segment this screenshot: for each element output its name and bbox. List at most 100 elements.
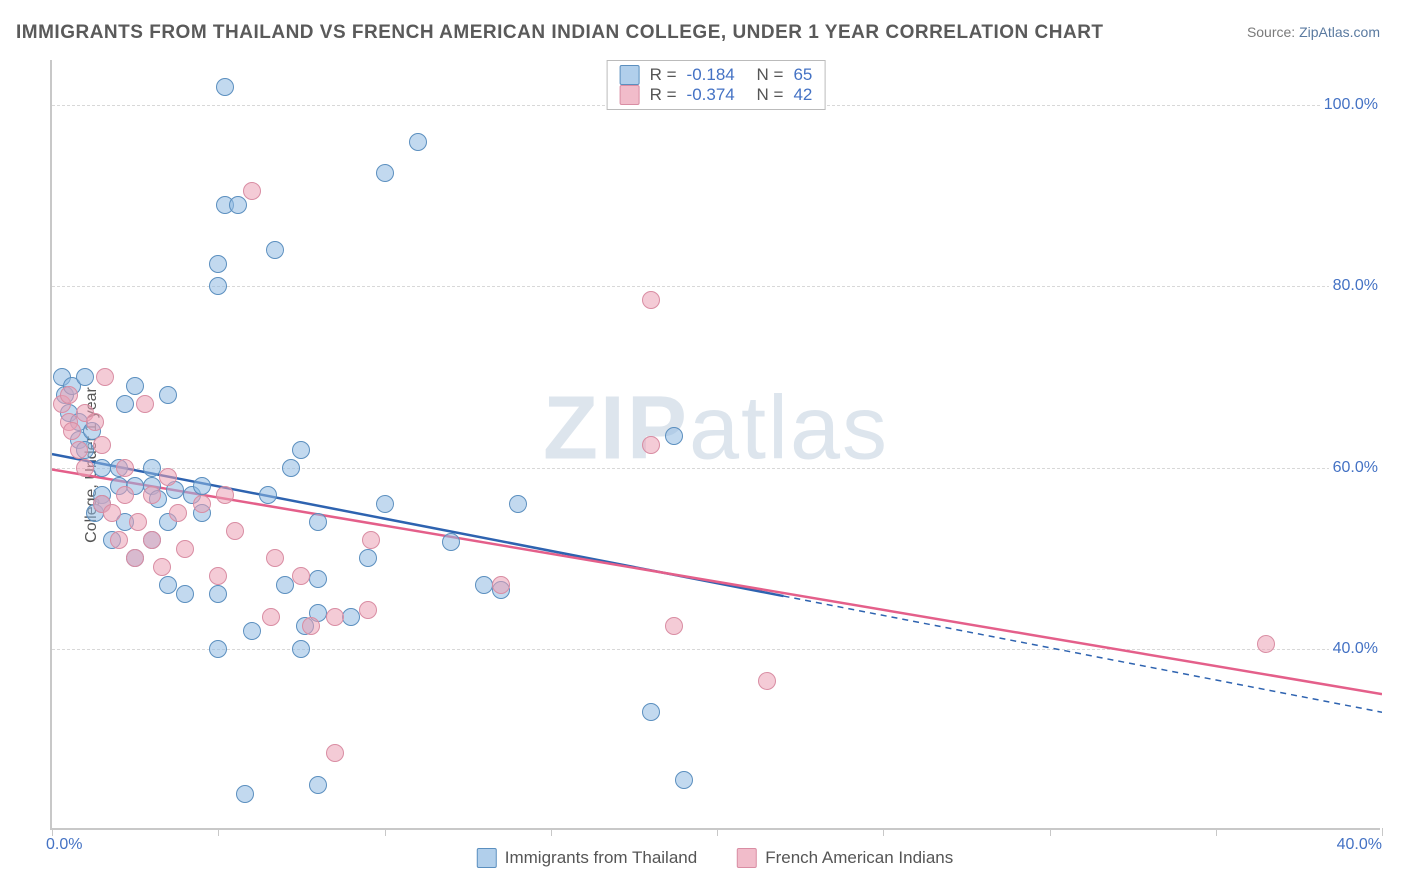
data-point-pink: [642, 436, 660, 454]
data-point-blue: [193, 477, 211, 495]
data-point-pink: [243, 182, 261, 200]
data-point-blue: [143, 459, 161, 477]
legend-n-label: N =: [757, 85, 784, 105]
data-point-blue: [209, 277, 227, 295]
data-point-pink: [176, 540, 194, 558]
data-point-blue: [209, 255, 227, 273]
data-point-pink: [262, 608, 280, 626]
x-tick-mark: [551, 828, 552, 836]
data-point-blue: [176, 585, 194, 603]
x-tick-mark: [1382, 828, 1383, 836]
x-tick-label-max: 40.0%: [1337, 836, 1382, 854]
data-point-pink: [60, 386, 78, 404]
source-attribution: Source: ZipAtlas.com: [1247, 24, 1380, 40]
source-link[interactable]: ZipAtlas.com: [1299, 24, 1380, 40]
data-point-pink: [86, 413, 104, 431]
data-point-blue: [126, 377, 144, 395]
series-legend: Immigrants from Thailand French American …: [477, 848, 953, 868]
data-point-pink: [326, 744, 344, 762]
data-point-pink: [665, 617, 683, 635]
data-point-blue: [116, 395, 134, 413]
x-tick-mark: [1216, 828, 1217, 836]
data-point-pink: [143, 531, 161, 549]
data-point-pink: [359, 601, 377, 619]
data-point-blue: [665, 427, 683, 445]
legend-n-label: N =: [757, 65, 784, 85]
data-point-blue: [675, 771, 693, 789]
data-point-blue: [509, 495, 527, 513]
data-point-blue: [159, 386, 177, 404]
legend-r-label: R =: [650, 85, 677, 105]
data-point-pink: [642, 291, 660, 309]
legend-swatch-blue: [620, 65, 640, 85]
y-tick-label: 60.0%: [1329, 459, 1382, 477]
data-point-blue: [309, 513, 327, 531]
data-point-pink: [226, 522, 244, 540]
data-point-blue: [359, 549, 377, 567]
data-point-pink: [193, 495, 211, 513]
data-point-blue: [276, 576, 294, 594]
data-point-pink: [209, 567, 227, 585]
data-point-pink: [93, 436, 111, 454]
data-point-blue: [292, 640, 310, 658]
data-point-pink: [129, 513, 147, 531]
series-legend-label: Immigrants from Thailand: [505, 848, 697, 868]
data-point-blue: [282, 459, 300, 477]
data-point-pink: [153, 558, 171, 576]
legend-row-blue: R = -0.184 N = 65: [620, 65, 813, 85]
data-point-blue: [209, 585, 227, 603]
data-point-pink: [492, 576, 510, 594]
legend-swatch-blue: [477, 848, 497, 868]
data-point-blue: [76, 368, 94, 386]
data-point-blue: [309, 570, 327, 588]
trend-lines: [52, 60, 1382, 830]
x-tick-mark: [385, 828, 386, 836]
data-point-pink: [326, 608, 344, 626]
x-tick-mark: [883, 828, 884, 836]
data-point-pink: [169, 504, 187, 522]
legend-r-value: -0.184: [687, 65, 747, 85]
data-point-pink: [136, 395, 154, 413]
y-tick-label: 40.0%: [1329, 640, 1382, 658]
legend-swatch-pink: [620, 85, 640, 105]
legend-n-value: 65: [793, 65, 812, 85]
data-point-pink: [70, 441, 88, 459]
data-point-blue: [409, 133, 427, 151]
data-point-blue: [209, 640, 227, 658]
grid-line: [52, 286, 1380, 287]
grid-line: [52, 649, 1380, 650]
data-point-blue: [159, 576, 177, 594]
data-point-pink: [266, 549, 284, 567]
legend-n-value: 42: [793, 85, 812, 105]
data-point-pink: [96, 368, 114, 386]
data-point-blue: [376, 495, 394, 513]
data-point-blue: [93, 459, 111, 477]
x-tick-mark: [1050, 828, 1051, 836]
x-tick-mark: [52, 828, 53, 836]
legend-r-label: R =: [650, 65, 677, 85]
source-prefix: Source:: [1247, 24, 1299, 40]
data-point-blue: [229, 196, 247, 214]
grid-line: [52, 468, 1380, 469]
series-legend-item-pink: French American Indians: [737, 848, 953, 868]
data-point-blue: [236, 785, 254, 803]
x-tick-mark: [717, 828, 718, 836]
data-point-pink: [292, 567, 310, 585]
legend-r-value: -0.374: [687, 85, 747, 105]
data-point-pink: [63, 422, 81, 440]
chart-container: College, Under 1 year ZIPatlas R =-0.184…: [50, 60, 1380, 870]
data-point-pink: [1257, 635, 1275, 653]
legend-row-pink: R = -0.374 N = 42: [620, 85, 813, 105]
data-point-blue: [309, 776, 327, 794]
data-point-pink: [103, 504, 121, 522]
data-point-pink: [116, 486, 134, 504]
data-point-pink: [302, 617, 320, 635]
data-point-pink: [116, 459, 134, 477]
data-point-blue: [442, 533, 460, 551]
data-point-pink: [159, 468, 177, 486]
y-tick-label: 80.0%: [1329, 277, 1382, 295]
data-point-blue: [342, 608, 360, 626]
correlation-legend: R = -0.184 N = 65 R = -0.374 N = 42: [607, 60, 826, 110]
y-tick-label: 100.0%: [1320, 96, 1382, 114]
plot-area: ZIPatlas R =-0.184N =65R =-0.374N =42 40…: [50, 60, 1380, 830]
